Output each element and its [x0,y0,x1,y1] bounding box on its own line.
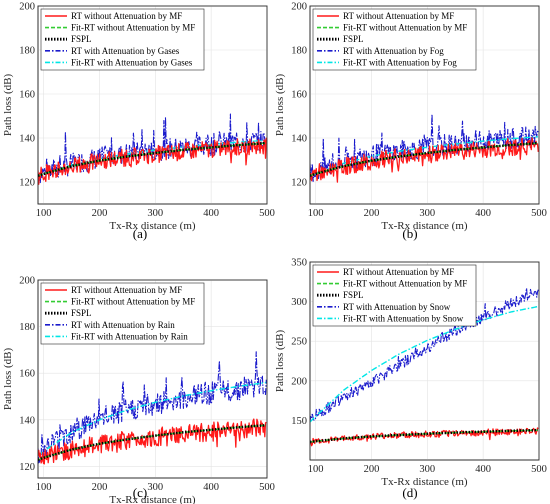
legend-entry: FSPL [343,34,364,44]
x-tick-label: 200 [92,208,108,219]
legend-entry: Fit-RT without Attenuation by MF [71,23,195,33]
legend-entry: FSPL [71,34,92,44]
series-line-4 [310,287,539,422]
legend-entry: FSPL [71,308,92,318]
plot-frame [309,261,540,461]
x-tick-label: 100 [36,208,52,219]
y-axis-label: Path loss (dB) [2,73,14,136]
x-tick-label: 300 [147,208,163,219]
legend-entry: Fit-RT with Attenuation by Gases [71,57,193,67]
y-tick-label: 120 [19,178,35,189]
y-tick-label: 120 [291,178,307,189]
x-tick-label: 200 [364,208,380,219]
y-axis-label: Path loss (dB) [274,329,286,392]
y-tick-label: 140 [291,134,307,145]
panel-caption: (c) [133,485,147,500]
y-tick-label: 250 [291,337,307,348]
x-tick-label: 300 [147,482,163,493]
series-line-1 [310,137,539,183]
series-line-4 [38,351,267,464]
x-tick-label: 500 [531,208,547,219]
plot-frame [309,5,540,205]
series-line-3 [310,141,539,178]
series-line-5 [38,381,266,457]
plot-frame [37,5,268,205]
y-axis-label: Path loss (dB) [2,347,14,410]
y-tick-label: 200 [291,2,307,13]
legend-entry: RT without Attenuation by MF [71,11,182,21]
legend-box [40,8,205,71]
y-tick-label: 180 [291,46,307,57]
y-tick-label: 180 [19,46,35,57]
x-tick-label: 500 [259,482,275,493]
legend-entry: RT with Attenuation by Snow [343,302,451,312]
y-tick-label: 200 [19,2,35,13]
legend-entry: RT with Attenuation by Fog [343,46,444,56]
x-axis-label: Tx-Rx distance (m) [381,476,467,488]
series-line-4 [310,113,539,183]
y-tick-label: 120 [19,462,35,473]
legend-entry: RT with Attenuation by Gases [71,46,180,56]
y-tick-label: 160 [291,90,307,101]
y-axis-label: Path loss (dB) [274,73,286,136]
y-tick-label: 200 [19,276,35,287]
x-tick-label: 200 [92,482,108,493]
panel-c: 100 200 300 400 500 120 140 160 180 200 RT without… [2,276,275,504]
y-tick-label: 140 [19,134,35,145]
y-tick-label: 150 [291,416,307,427]
legend-entry: Fit-RT with Attenuation by Rain [71,331,188,341]
legend-entry: Fit-RT without Attenuation by MF [343,279,467,289]
legend-entry: Fit-RT with Attenuation by Fog [343,57,457,67]
x-tick-label: 400 [203,208,219,219]
y-tick-label: 160 [19,90,35,101]
x-tick-label: 100 [308,208,324,219]
x-tick-label: 300 [419,208,435,219]
y-tick-label: 180 [19,322,35,333]
x-tick-label: 500 [259,208,275,219]
panel-a: 100 200 300 400 500 120 140 160 180 200 RT without… [2,2,275,242]
legend-box [40,282,205,345]
y-tick-label: 140 [19,415,35,426]
y-tick-label: 300 [291,297,307,308]
x-tick-label: 300 [419,464,435,475]
series-line-3 [310,428,538,444]
x-tick-label: 100 [308,464,324,475]
y-tick-label: 200 [291,376,307,387]
legend-entry: RT without Attenuation by MF [71,285,182,295]
legend-box [312,8,477,71]
x-axis-label: Tx-Rx distance (m) [109,220,195,232]
x-axis-label: Tx-Rx distance (m) [381,220,467,232]
series-line-5 [310,305,539,423]
x-axis-label: Tx-Rx distance (m) [109,494,195,504]
panel-b: 100 200 300 400 500 120 140 160 180 200 RT without… [274,2,547,242]
legend-entry: Fit-RT with Attenuation by Snow [343,313,464,323]
x-tick-label: 200 [364,464,380,475]
plot-frame [37,279,268,479]
x-tick-label: 400 [475,208,491,219]
legend-box [312,264,477,327]
x-tick-label: 400 [475,464,491,475]
panel-d: 100 200 300 400 500 150 200 250 300 350 RT without… [274,258,547,501]
legend-entry: RT without Attenuation by MF [343,267,454,277]
panel-caption: (a) [133,226,147,241]
series-line-3 [38,141,267,178]
legend-entry: Fit-RT without Attenuation by MF [71,297,195,307]
legend-entry: FSPL [343,290,364,300]
y-tick-label: 160 [19,369,35,380]
series-line-1 [38,137,267,185]
y-tick-label: 350 [291,258,307,269]
x-tick-label: 100 [36,482,52,493]
x-tick-label: 400 [203,482,219,493]
x-tick-label: 500 [531,464,547,475]
series-line-3 [38,423,267,462]
legend-entry: RT with Attenuation by Rain [71,320,175,330]
legend-entry: Fit-RT without Attenuation by MF [343,23,467,33]
legend-entry: RT without Attenuation by MF [343,11,454,21]
panel-caption: (d) [402,485,417,500]
panel-caption: (b) [402,226,417,241]
